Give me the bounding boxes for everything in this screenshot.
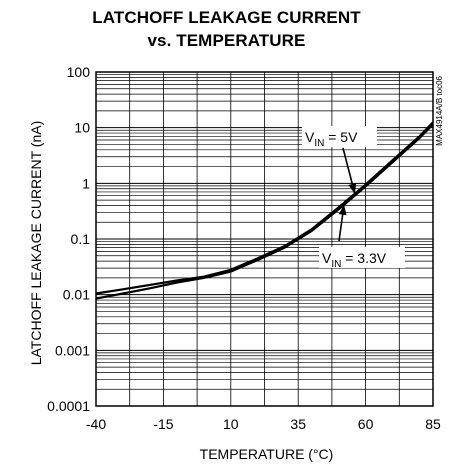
y-tick-label: 1 bbox=[82, 175, 90, 191]
x-tick-label: 35 bbox=[290, 416, 306, 432]
x-tick-label: -40 bbox=[86, 416, 106, 432]
annotation-arrowhead bbox=[338, 204, 347, 216]
x-tick-label: 10 bbox=[223, 416, 239, 432]
annotation-label: VIN = 3.3V bbox=[322, 250, 387, 270]
y-axis-label: LATCHOFF LEAKAGE CURRENT (nA) bbox=[28, 121, 44, 366]
annotation-arrowhead bbox=[348, 183, 357, 194]
y-tick-label: 0.001 bbox=[55, 342, 90, 358]
annotation-bg bbox=[319, 247, 405, 268]
x-tick-label: -15 bbox=[153, 416, 173, 432]
chart-title-line2: vs. TEMPERATURE bbox=[147, 31, 306, 50]
annotation-label: VIN = 5V bbox=[305, 129, 358, 149]
y-tick-label: 0.01 bbox=[63, 287, 90, 303]
series-line-vin-5v bbox=[95, 121, 434, 295]
y-tick-label: 0.0001 bbox=[47, 398, 90, 414]
chart-title-line1: LATCHOFF LEAKAGE CURRENT bbox=[92, 8, 361, 27]
figure-code: MAX4914A/B toc06 bbox=[435, 75, 444, 145]
x-axis-label: TEMPERATURE (°C) bbox=[200, 446, 334, 462]
y-tick-label: 100 bbox=[67, 64, 91, 80]
y-tick-label: 0.1 bbox=[71, 231, 91, 247]
y-tick-label: 10 bbox=[74, 120, 90, 136]
x-tick-label: 85 bbox=[425, 416, 441, 432]
plot-frame bbox=[95, 71, 434, 407]
annotation-bg bbox=[302, 126, 377, 147]
series-line-vin-3v3 bbox=[95, 123, 434, 300]
x-tick-label: 60 bbox=[358, 416, 374, 432]
